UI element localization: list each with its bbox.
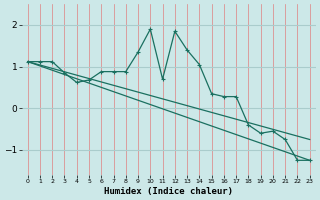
X-axis label: Humidex (Indice chaleur): Humidex (Indice chaleur): [104, 187, 233, 196]
